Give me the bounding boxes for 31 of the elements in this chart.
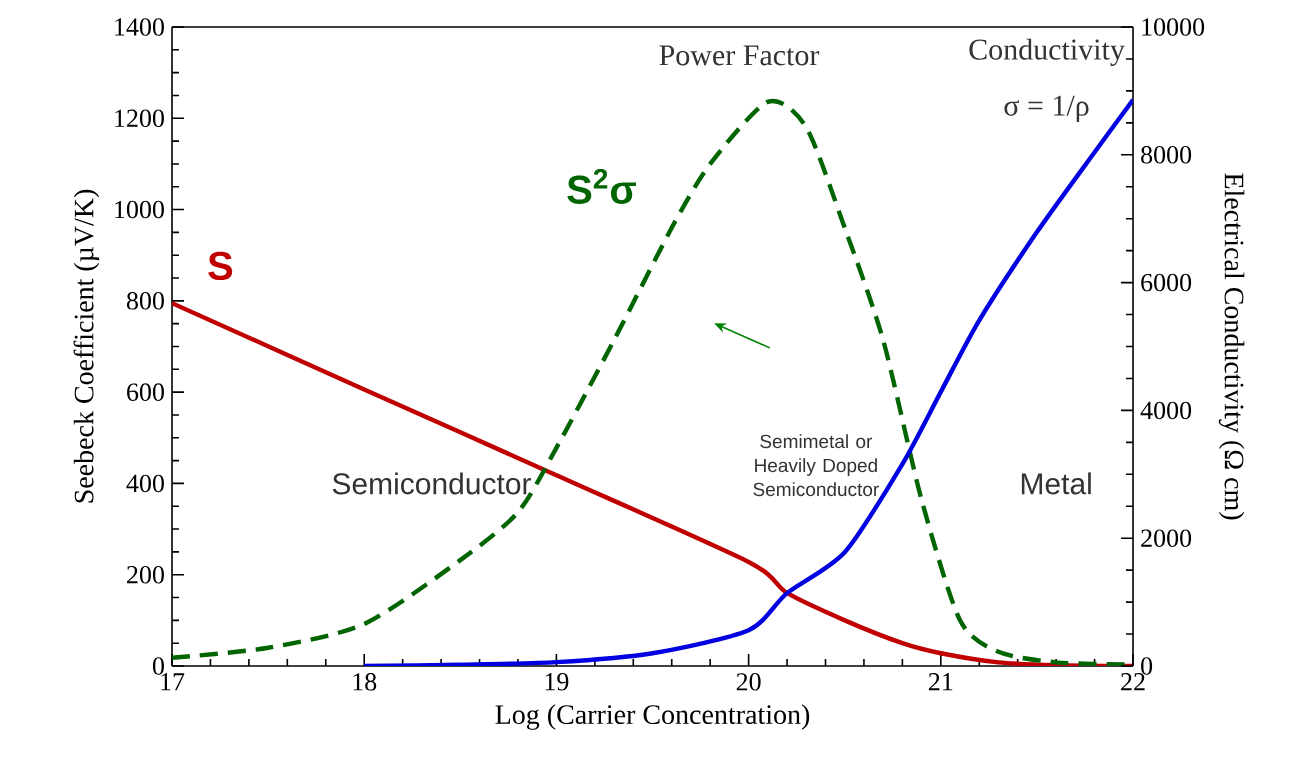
annotation: Power Factor	[659, 45, 820, 66]
x-tick-label: 18	[353, 673, 377, 691]
y-tick-label: 200	[127, 565, 164, 584]
y-tick-label: 1000	[115, 200, 164, 219]
series-label: S	[208, 251, 233, 281]
annotation: Metal	[1021, 472, 1091, 495]
y-tick-label: 1200	[115, 109, 164, 128]
annotation: σ = 1/ρ	[1004, 95, 1089, 122]
x-tick-label: 19	[545, 673, 569, 691]
y-tick-label: 600	[127, 383, 164, 401]
y2-tick-label: 6000	[1141, 273, 1192, 292]
y2-tick-label: 2000	[1141, 529, 1192, 547]
y2-tick-label: 8000	[1141, 146, 1192, 164]
x-tick-label: 22	[1121, 673, 1145, 691]
annotation: Semiconductor	[332, 472, 531, 495]
y-tick-label: 400	[126, 474, 164, 493]
series-label: S$^{2}$σ	[567, 168, 636, 204]
y-tick-label: 1400	[115, 18, 164, 36]
y2-tick-label: 10000	[1142, 18, 1205, 36]
x-tick-label: 20	[736, 673, 761, 691]
x-tick-label: 21	[928, 673, 953, 691]
y2-axis-title: Electrical Conductivity (Ω cm)	[1218, 173, 1245, 520]
x-axis-title: Log (Carrier Concentration)	[495, 704, 810, 730]
annotation: Semimetal or Heavily Doped Semiconductor	[753, 434, 879, 497]
y2-tick-label: 0	[1141, 657, 1153, 675]
annotation: Conductivity	[969, 38, 1125, 66]
y-tick-label: 800	[126, 292, 164, 310]
y-axis-title: Seebeck Coefficient (µV/K)	[73, 189, 100, 503]
y2-tick-label: 4000	[1140, 401, 1192, 420]
y-tick-label: 0	[152, 657, 164, 675]
x-tick-label: 17	[161, 673, 185, 691]
